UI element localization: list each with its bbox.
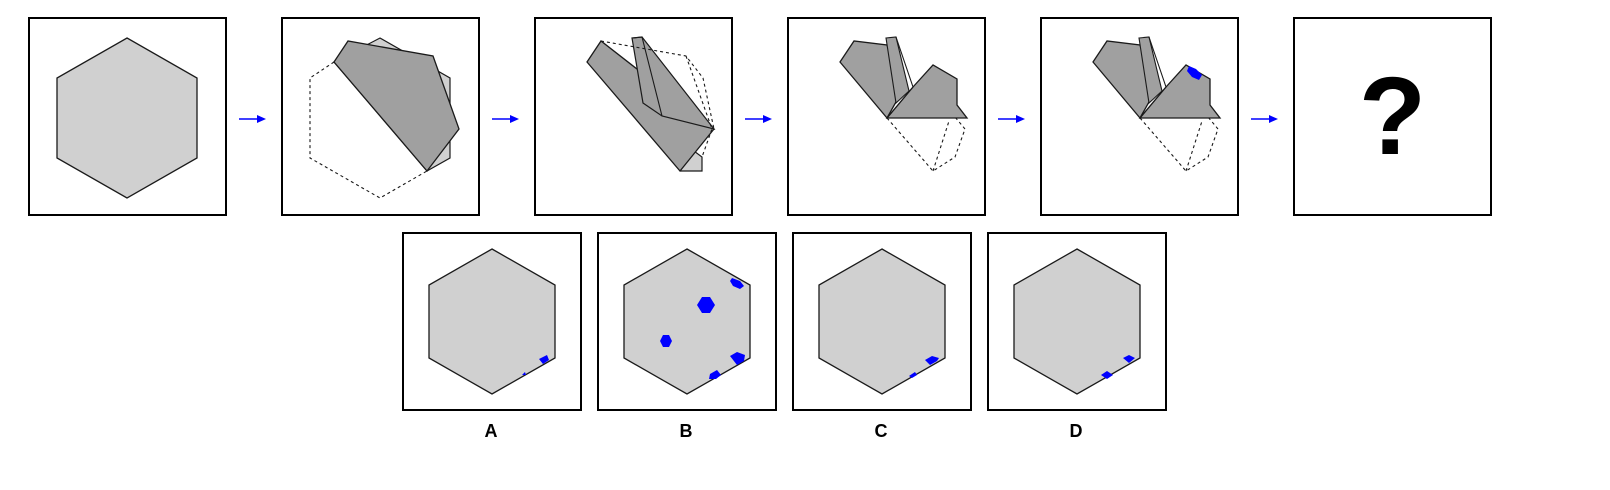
option-c-panel[interactable] [792, 232, 972, 411]
option-a-label: A [484, 421, 498, 441]
step-4-panel [787, 17, 986, 216]
option-b-panel[interactable] [597, 232, 777, 411]
arrow-icon [1250, 112, 1280, 124]
second-fold-icon [586, 36, 716, 173]
arrow-icon [238, 112, 268, 124]
arrow-icon [491, 112, 521, 124]
hexagon-paper-icon [56, 37, 198, 199]
option-d-panel[interactable] [987, 232, 1167, 411]
third-fold-icon [839, 36, 969, 172]
question-mark: ? [1358, 55, 1427, 178]
option-d-hexagon-icon [1013, 248, 1141, 395]
step-1-panel [28, 17, 227, 216]
arrow-icon [997, 112, 1027, 124]
option-b-label: B [679, 421, 693, 441]
step-5-panel [1040, 17, 1239, 216]
option-b-hexagon-icon [623, 248, 751, 395]
option-d-label: D [1069, 421, 1083, 441]
answer-panel: ? [1293, 17, 1492, 216]
step-3-panel [534, 17, 733, 216]
first-fold-icon [309, 37, 460, 199]
step-2-panel [281, 17, 480, 216]
option-c-hexagon-icon [818, 248, 946, 395]
option-c-label: C [874, 421, 888, 441]
option-a-hexagon-icon [428, 248, 556, 395]
punch-hole-icon [1187, 66, 1202, 80]
punched-paper-icon [1092, 36, 1222, 172]
option-a-panel[interactable] [402, 232, 582, 411]
arrow-icon [744, 112, 774, 124]
